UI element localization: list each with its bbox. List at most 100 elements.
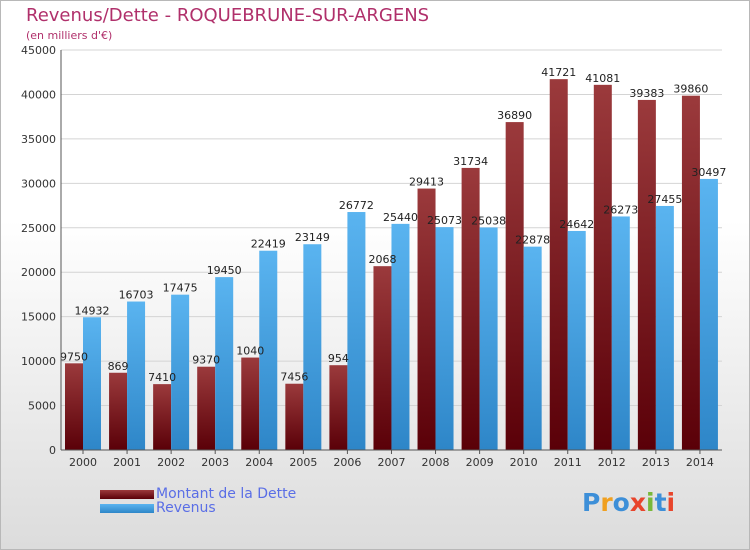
data-label-dette: 869 (108, 360, 129, 373)
bar-revenus (303, 244, 322, 450)
bar-dette (285, 383, 304, 450)
bar-dette (109, 372, 128, 450)
legend-label-revenus: Revenus (156, 500, 216, 516)
x-tick-label: 2014 (686, 456, 714, 469)
data-label-revenus: 26772 (339, 199, 374, 212)
bar-revenus (611, 216, 630, 450)
data-label-revenus: 24642 (559, 218, 594, 231)
bar-dette (461, 167, 480, 451)
bar-dette (549, 79, 568, 450)
legend-item-dette: Montant de la Dette (100, 486, 297, 502)
logo-letter: x (629, 488, 646, 517)
x-tick-label: 2010 (510, 456, 538, 469)
legend-swatch-dette (100, 489, 154, 499)
bar-revenus (83, 317, 101, 450)
data-label-dette: 1040 (236, 345, 264, 358)
bar-revenus (479, 227, 498, 450)
x-tick-label: 2008 (422, 456, 450, 469)
data-label-dette: 9370 (192, 354, 220, 367)
data-label-dette: 9750 (60, 350, 88, 363)
logo-letter: t (654, 488, 667, 517)
data-label-revenus: 25073 (427, 214, 462, 227)
logo-letter: i (666, 488, 676, 517)
bar-dette (417, 188, 436, 450)
bar-revenus (259, 250, 278, 450)
data-label-dette: 41081 (585, 72, 620, 85)
data-label-revenus: 22419 (251, 238, 286, 251)
data-label-dette: 36890 (497, 109, 532, 122)
legend-swatch-revenus (100, 503, 154, 513)
data-label-revenus: 26273 (603, 203, 638, 216)
data-label-revenus: 19450 (207, 264, 242, 277)
data-label-dette: 7456 (280, 371, 308, 384)
x-tick-label: 2011 (554, 456, 582, 469)
data-label-revenus: 23149 (295, 231, 330, 244)
data-label-revenus: 17475 (163, 282, 198, 295)
x-tick-label: 2012 (598, 456, 626, 469)
bar-dette (593, 84, 612, 450)
proxiti-logo: Proxiti (582, 488, 675, 517)
bar-revenus (699, 178, 718, 450)
bar-revenus (347, 212, 366, 450)
data-label-revenus: 30497 (691, 166, 726, 179)
bar-revenus (215, 277, 234, 450)
x-tick-label: 2005 (289, 456, 317, 469)
bar-dette (505, 122, 524, 450)
y-tick-label: 25000 (21, 222, 56, 235)
bar-dette (329, 365, 348, 450)
chart-subtitle: (en milliers d'€) (26, 29, 113, 42)
bar-revenus (523, 246, 542, 450)
logo-letter: r (600, 488, 613, 517)
bar-dette (373, 266, 392, 450)
y-tick-label: 0 (49, 444, 56, 457)
data-label-revenus: 14932 (75, 304, 110, 317)
bar-revenus (655, 205, 674, 450)
data-label-dette: 41721 (541, 66, 576, 79)
bar-dette (681, 95, 700, 450)
x-tick-label: 2001 (113, 456, 141, 469)
y-tick-label: 20000 (21, 266, 56, 279)
bar-revenus (171, 294, 190, 450)
data-label-dette: 39860 (673, 83, 708, 96)
bar-dette (637, 99, 656, 450)
data-label-revenus: 22878 (515, 234, 550, 247)
bar-revenus (391, 223, 410, 450)
y-tick-label: 30000 (21, 177, 56, 190)
bar-dette (197, 366, 216, 450)
x-tick-label: 2007 (377, 456, 405, 469)
x-tick-label: 2002 (157, 456, 185, 469)
bar-dette (241, 357, 260, 450)
x-tick-label: 2013 (642, 456, 670, 469)
bar-revenus (435, 227, 454, 450)
data-label-dette: 29413 (409, 176, 444, 189)
data-label-revenus: 27455 (647, 193, 682, 206)
data-label-revenus: 25440 (383, 211, 418, 224)
data-label-dette: 39383 (629, 87, 664, 100)
chart-legend: Montant de la Dette Revenus (100, 486, 297, 516)
bar-dette (65, 363, 83, 450)
y-tick-label: 5000 (28, 400, 56, 413)
y-tick-label: 35000 (21, 133, 56, 146)
logo-letter: i (646, 488, 655, 517)
data-label-revenus: 25038 (471, 214, 506, 227)
y-tick-label: 40000 (21, 88, 56, 101)
x-tick-label: 2000 (69, 456, 97, 469)
y-tick-label: 45000 (21, 44, 56, 57)
data-label-dette: 2068 (368, 253, 396, 266)
x-tick-label: 2009 (466, 456, 494, 469)
logo-letter: P (582, 488, 601, 517)
data-label-dette: 954 (328, 352, 349, 365)
x-tick-label: 2004 (245, 456, 273, 469)
chart-title: Revenus/Dette - ROQUEBRUNE-SUR-ARGENS (26, 5, 430, 26)
data-label-revenus: 16703 (119, 289, 154, 302)
bar-dette (153, 384, 172, 450)
legend-item-revenus: Revenus (100, 500, 296, 516)
legend-label-dette: Montant de la Dette (156, 486, 297, 502)
y-tick-label: 10000 (21, 355, 56, 368)
bar-revenus (127, 301, 146, 450)
x-tick-label: 2003 (201, 456, 229, 469)
x-tick-label: 2006 (333, 456, 361, 469)
bar-revenus (567, 230, 586, 450)
data-label-dette: 31734 (453, 155, 488, 168)
